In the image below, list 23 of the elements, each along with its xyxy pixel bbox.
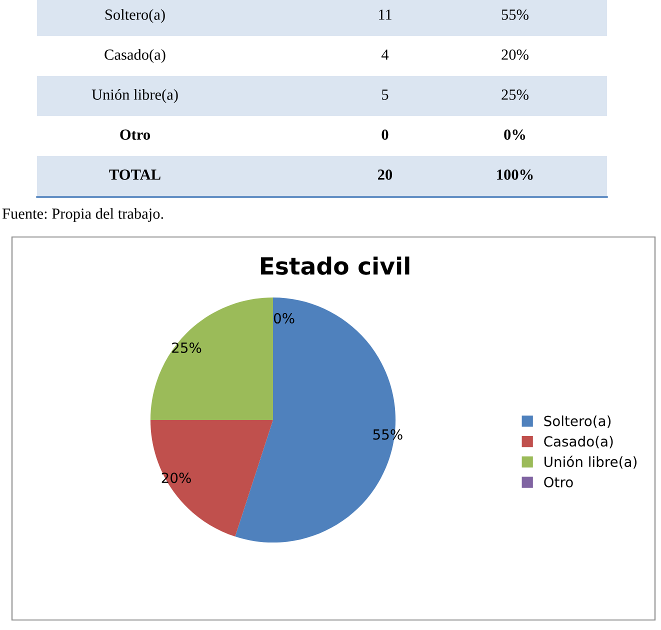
- text: 25%: [502, 90, 528, 100]
- chart-title: Estado civil: [260, 256, 410, 275]
- legend-label: Soltero(a): [544, 416, 611, 428]
- text: Otro: [120, 130, 150, 140]
- legend-label: Otro: [544, 476, 573, 488]
- text: Unión libre(a): [92, 89, 178, 103]
- text: 55%: [502, 10, 528, 20]
- text: Casado(a): [104, 49, 166, 63]
- legend-label: Unión libre(a): [544, 456, 637, 469]
- text: 5: [382, 90, 388, 100]
- source-note: Fuente: Propia del trabajo.: [2, 208, 164, 222]
- text: 100%: [497, 170, 533, 180]
- text: 4: [381, 50, 389, 60]
- text: 0: [382, 130, 388, 140]
- text: 11: [378, 10, 392, 20]
- text: 20%: [502, 50, 528, 60]
- text: 20: [378, 170, 392, 180]
- text: TOTAL: [109, 170, 160, 180]
- legend-label: Casado(a): [544, 436, 613, 448]
- data-label: 25%: [172, 342, 202, 353]
- text: 0%: [504, 130, 526, 140]
- text: 0%: [274, 313, 294, 324]
- text: Soltero(a): [105, 9, 165, 23]
